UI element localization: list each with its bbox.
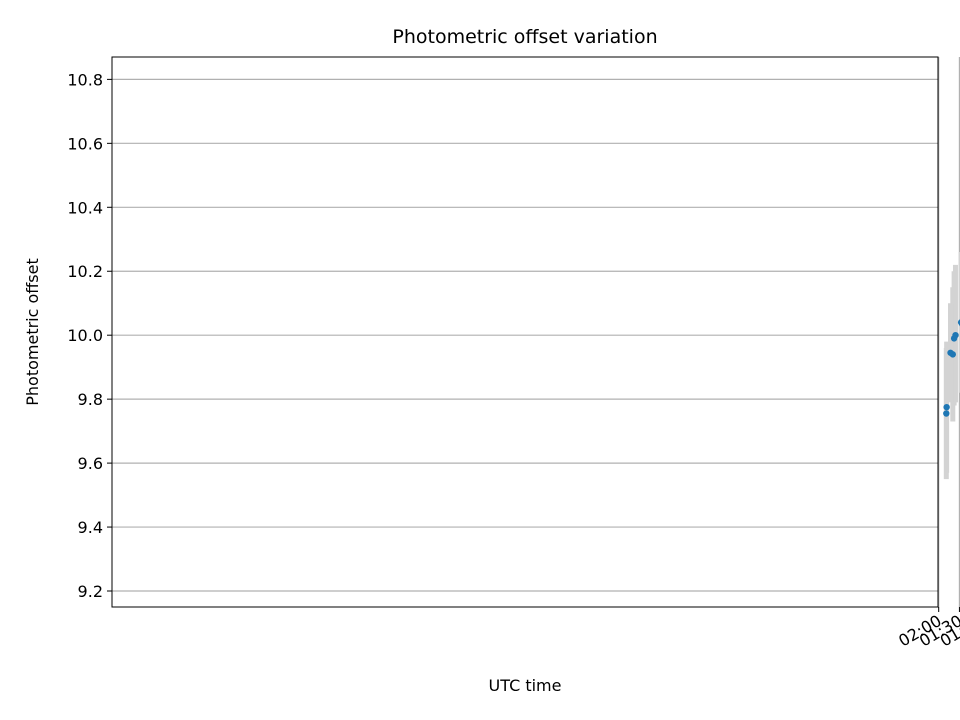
y-tick-label: 10.4 (67, 198, 103, 217)
y-tick-label: 9.2 (78, 582, 103, 601)
y-tick-label: 9.4 (78, 518, 103, 537)
x-axis-label: UTC time (489, 676, 562, 695)
y-tick-label: 9.6 (78, 454, 103, 473)
chart-title: Photometric offset variation (392, 26, 657, 48)
data-point (950, 335, 958, 342)
y-tick-label: 10.8 (67, 70, 103, 89)
y-tick-label: 9.8 (78, 390, 103, 409)
data-point (943, 403, 950, 411)
y-tick-label: 10.6 (67, 134, 103, 153)
y-tick-label: 10.0 (67, 326, 103, 345)
plot-frame (111, 56, 939, 608)
y-axis-ticks: 9.2 9.4 9.6 9.8 10.0 10.2 10.4 10.6 10.8 (67, 70, 112, 601)
data-point (943, 410, 950, 417)
data-point (947, 349, 954, 356)
y-axis-label: Photometric offset (23, 258, 42, 406)
data-point (957, 319, 960, 326)
grid (112, 57, 960, 607)
data-points (943, 319, 960, 417)
y-tick-label: 10.2 (67, 262, 103, 281)
plot-area (112, 57, 938, 607)
